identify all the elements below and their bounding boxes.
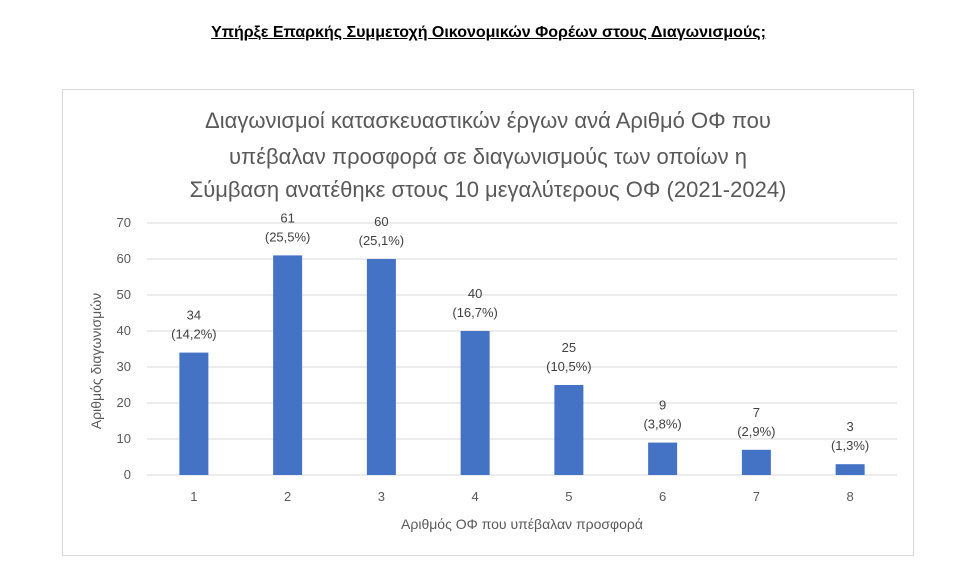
chart-title-line: Σύμβαση ανατέθηκε στους 10 μεγαλύτερους …: [190, 177, 787, 202]
bar: [741, 449, 771, 475]
bar: [648, 442, 678, 475]
data-label-value: 7: [753, 405, 760, 420]
bar: [366, 259, 396, 475]
bar: [460, 331, 490, 475]
x-tick-label: 4: [472, 489, 479, 504]
chart-title-line: Διαγωνισμοί κατασκευαστικών έργων ανά Αρ…: [205, 108, 771, 133]
y-axis-ticks: 0 10 20 30 40 50 60 70: [117, 215, 131, 482]
bar: [273, 255, 303, 475]
data-label-value: 9: [659, 398, 666, 413]
x-tick-label: 5: [565, 489, 572, 504]
y-tick-label: 20: [117, 395, 131, 410]
y-tick-label: 40: [117, 323, 131, 338]
x-tick-label: 3: [378, 489, 385, 504]
data-label-value: 34: [187, 308, 201, 323]
page-heading: Υπήρξε Επαρκής Συμμετοχή Οικονομικών Φορ…: [211, 24, 766, 41]
data-labels: 34 (14,2%) 61 (25,5%) 60 (25,1%) 40 (16,7%) 25 (1…: [171, 210, 869, 453]
data-label-percent: (16,7%): [452, 305, 498, 320]
data-label-percent: (10,5%): [546, 359, 592, 374]
bars: [179, 255, 865, 475]
y-tick-label: 0: [124, 467, 131, 482]
data-label-percent: (25,1%): [359, 233, 405, 248]
gridlines: [147, 222, 897, 476]
chart-frame: Διαγωνισμοί κατασκευαστικών έργων ανά Αρ…: [62, 89, 914, 556]
y-tick-label: 60: [117, 251, 131, 266]
data-label-percent: (14,2%): [171, 327, 217, 342]
y-tick-label: 50: [117, 287, 131, 302]
x-axis-title: Αριθμός ΟΦ που υπέβαλαν προσφορά: [401, 516, 643, 532]
y-tick-label: 30: [117, 359, 131, 374]
x-axis-ticks: 1 2 3 4 5 6 7 8: [190, 489, 853, 504]
x-tick-label: 1: [190, 489, 197, 504]
y-tick-label: 70: [117, 215, 131, 230]
y-tick-label: 10: [117, 431, 131, 446]
y-axis-title: Αριθμός διαγωνισμών: [88, 293, 104, 429]
bar: [835, 464, 865, 475]
x-tick-label: 8: [847, 489, 854, 504]
data-label-percent: (3,8%): [643, 417, 681, 432]
bar: [554, 385, 584, 475]
data-label-percent: (25,5%): [265, 229, 311, 244]
bar: [179, 352, 209, 475]
chart-title-line: υπέβαλαν προσφορά σε διαγωνισμούς των οπ…: [229, 144, 747, 169]
chart-title: Διαγωνισμοί κατασκευαστικών έργων ανά Αρ…: [190, 108, 787, 202]
data-label-percent: (1,3%): [831, 438, 869, 453]
bar-chart: Διαγωνισμοί κατασκευαστικών έργων ανά Αρ…: [88, 108, 897, 532]
data-label-value: 25: [562, 340, 576, 355]
data-label-value: 60: [374, 214, 388, 229]
x-tick-label: 2: [284, 489, 291, 504]
data-label-value: 40: [468, 286, 482, 301]
data-label-value: 3: [847, 419, 854, 434]
data-label-percent: (2,9%): [737, 424, 775, 439]
x-tick-label: 6: [659, 489, 666, 504]
data-label-value: 61: [280, 210, 294, 225]
x-tick-label: 7: [753, 489, 760, 504]
